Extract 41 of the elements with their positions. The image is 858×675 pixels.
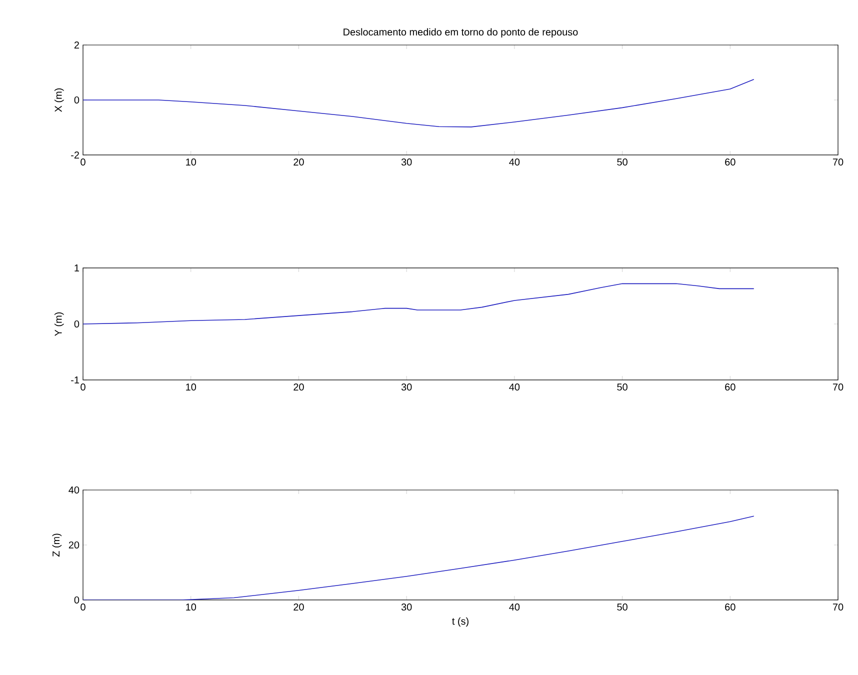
y-tick-label: 1 [74,264,80,272]
y-tick-label: 0 [74,96,80,104]
y-tick-label: 20 [68,541,80,549]
x-tick-label: 10 [186,158,196,166]
line-series [83,283,754,324]
x-tick-label: 30 [401,384,412,391]
x-tick-label: 0 [80,158,86,166]
x-tick-label: 0 [80,384,86,391]
x-tick-label: 70 [832,158,844,166]
y-tick-label: 0 [74,596,80,604]
x-tick-label: 50 [617,604,628,611]
x-tick-label: 70 [832,384,844,391]
y-axis-title: X (m) [54,88,64,112]
x-tick-label: 20 [294,158,304,166]
x-tick-label: 10 [186,604,196,611]
x-axis-title: t (s) [452,617,468,627]
y-tick-label: -2 [71,152,79,158]
x-tick-label: 60 [725,384,736,391]
y-axis-title: Z (m) [52,534,62,557]
y-tick-label: 2 [74,42,79,48]
line-series [83,78,754,128]
x-tick-label: 40 [509,604,520,611]
x-tick-label: 50 [617,158,628,166]
x-tick-label: 10 [186,384,196,391]
x-tick-label: 70 [832,604,844,611]
y-axis-title: Y (m) [54,312,64,336]
x-tick-label: 20 [294,604,304,611]
y-tick-label: 40 [68,486,80,494]
line-series [83,516,754,600]
y-tick-label: -1 [71,376,80,384]
x-tick-label: 60 [725,604,736,611]
x-tick-label: 60 [725,158,736,166]
x-tick-label: 30 [401,158,412,166]
x-tick-label: 0 [80,604,86,611]
x-tick-label: 30 [401,604,412,611]
chart-title: Deslocamento medido em torno do ponto de repouso [344,28,578,38]
y-tick-label: 0 [74,320,80,328]
x-tick-label: 50 [617,384,628,391]
x-tick-label: 20 [294,384,304,391]
x-tick-label: 40 [509,158,520,166]
x-tick-label: 40 [509,384,520,391]
